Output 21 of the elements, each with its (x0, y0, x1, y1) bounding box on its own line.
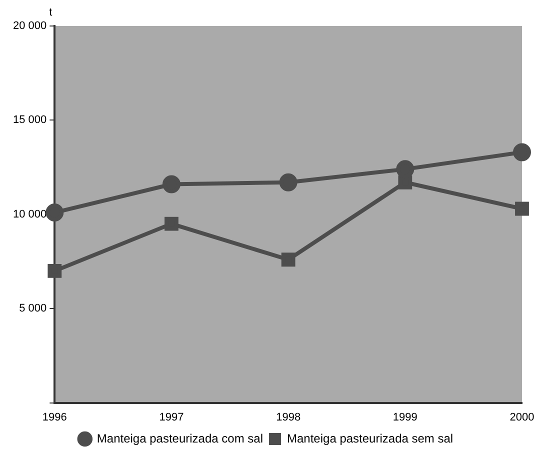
point (162, 175, 180, 194)
point (279, 173, 298, 192)
x-tick-label: 1998 (276, 411, 301, 424)
y-tick-label: 10 000 (12, 208, 47, 220)
y-tick-label: 20 000 (12, 20, 47, 32)
x-tick-label: 1996 (42, 411, 67, 424)
y-tick-label: 5 000 (19, 302, 47, 315)
point (281, 252, 296, 267)
point (513, 143, 531, 162)
legend-label: Manteiga pasteurizada com sal (96, 431, 264, 446)
point (398, 175, 412, 190)
x-tick-label: 1999 (392, 411, 418, 424)
point (164, 216, 178, 231)
x-tick-label: 1997 (159, 411, 184, 424)
x-tick-label: 2000 (510, 411, 534, 424)
point (48, 264, 62, 278)
point (515, 202, 529, 216)
y-axis-title: t (49, 6, 52, 19)
legend-label: Manteiga pasteurizada sem sal (287, 431, 454, 446)
y-tick-label: 15 000 (12, 114, 47, 126)
point (46, 204, 64, 222)
